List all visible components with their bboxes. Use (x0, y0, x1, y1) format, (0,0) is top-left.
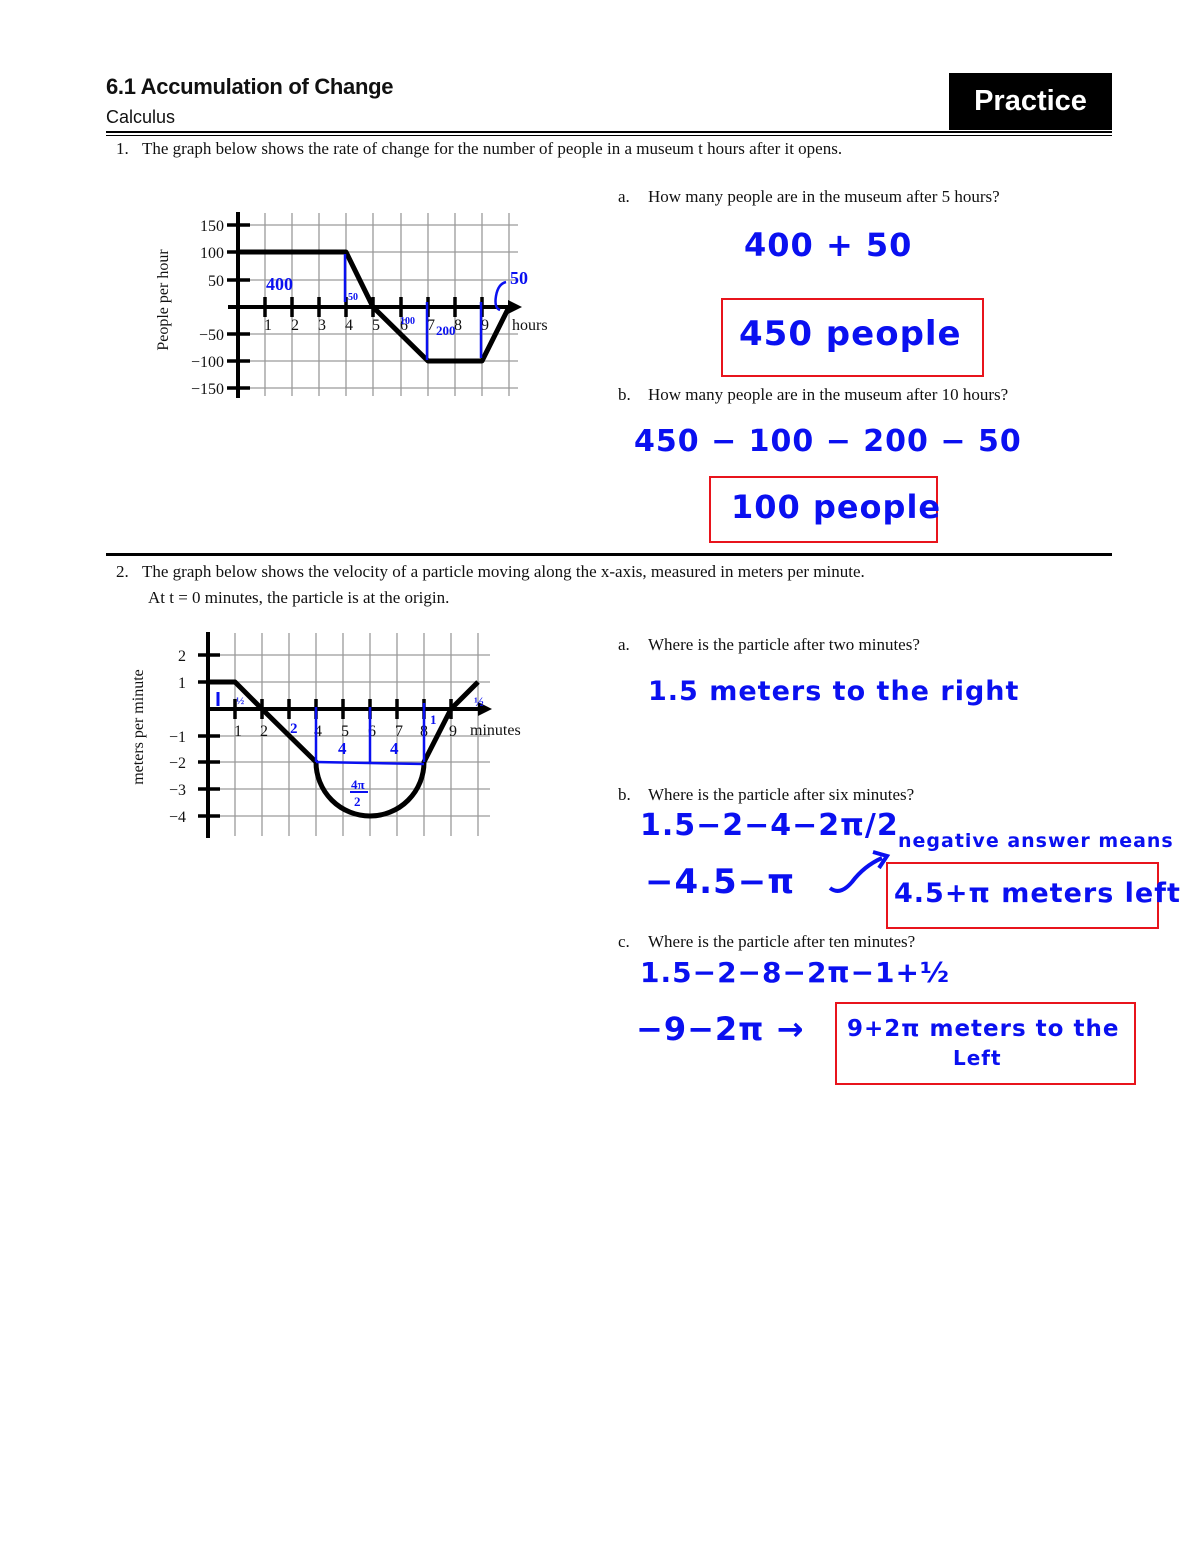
svg-text:50: 50 (510, 268, 528, 288)
svg-text:4: 4 (390, 739, 399, 758)
svg-text:1: 1 (430, 712, 437, 727)
svg-text:2: 2 (178, 648, 186, 665)
svg-text:−2: −2 (169, 755, 186, 772)
q2c-question: c. Where is the particle after ten minute… (618, 932, 916, 951)
svg-text:−4: −4 (169, 809, 186, 826)
svg-text:½: ½ (236, 695, 244, 707)
section-divider (106, 553, 1112, 556)
q1a-answer: 450 people (739, 314, 962, 354)
svg-text:2: 2 (260, 723, 268, 740)
svg-text:50: 50 (348, 292, 358, 303)
q1b-answer-box: 100 people (709, 476, 942, 543)
y-tick-100: 100 (200, 245, 224, 262)
q1b-answer: 100 people (731, 488, 942, 526)
header-divider (106, 131, 1112, 133)
svg-text:200: 200 (436, 323, 456, 338)
x-axis-label: minutes (470, 722, 521, 739)
y-tick-150: 150 (200, 218, 224, 235)
x-axis-label: hours (512, 317, 548, 334)
q2b-work-line1: 1.5−2−4−2π/2 (640, 808, 899, 843)
svg-text:4: 4 (314, 723, 322, 740)
arrow-icon (828, 850, 891, 893)
svg-text:100: 100 (400, 316, 415, 327)
y-axis-label: People per hour (155, 249, 172, 351)
q2-number: 2. (116, 562, 129, 581)
q1a-work: 400 + 50 (744, 226, 913, 264)
q1a-answer-box: 450 people (721, 298, 984, 377)
svg-text:2: 2 (290, 721, 298, 737)
svg-text:7: 7 (427, 317, 435, 334)
velocity-graph: 21 −1−2 −3−4 12 456 789 minutes meters p… (130, 632, 521, 838)
svg-text:5: 5 (341, 723, 349, 740)
svg-text:8: 8 (454, 317, 462, 334)
rate-of-change-graph: 150 100 50 −50 −100 −150 1 2 3 4 5 6 7 8 9 hou… (155, 212, 548, 398)
svg-text:2: 2 (354, 794, 361, 809)
q2c-work-line1: 1.5−2−8−2π−1+½ (640, 956, 950, 989)
q1b-question: b. How many people are in the museum afte… (618, 385, 1009, 404)
q2b-question: b. Where is the particle after six minute… (618, 785, 915, 804)
y-tick-50: 50 (208, 273, 224, 290)
svg-text:5: 5 (372, 317, 380, 334)
svg-text:1: 1 (234, 723, 242, 740)
q1-prompt: 1. The graph below shows the rate of chan… (116, 136, 842, 161)
svg-text:7: 7 (395, 723, 403, 740)
q1-number: 1. (116, 139, 129, 158)
header-divider-thin (106, 135, 1112, 136)
svg-text:9: 9 (449, 723, 457, 740)
y-tick-neg150: −150 (191, 381, 224, 398)
q2b-note: negative answer means (898, 830, 1174, 852)
svg-text:9: 9 (481, 317, 489, 334)
svg-text:4: 4 (338, 739, 347, 758)
svg-text:4π: 4π (351, 777, 365, 792)
q2c-answer-box: 9+2π meters to the Left (835, 1002, 1136, 1085)
practice-badge: Practice (949, 73, 1112, 130)
svg-text:−3: −3 (169, 782, 186, 799)
worksheet-title: 6.1 Accumulation of Change (106, 74, 394, 99)
q1a-question: a. How many people are in the museum afte… (618, 187, 1000, 206)
q2-prompt: 2. The graph below shows the velocity of … (116, 559, 865, 584)
course-subtitle: Calculus (106, 107, 176, 127)
svg-text:4: 4 (345, 317, 353, 334)
svg-text:400: 400 (266, 274, 293, 294)
q2b-work-line2: −4.5−π (645, 862, 796, 902)
q2c-answer-line1: 9+2π meters to the (847, 1016, 1120, 1042)
q2a-question: a. Where is the particle after two minute… (618, 635, 920, 654)
y-tick-neg100: −100 (191, 354, 224, 371)
q2a-answer: 1.5 meters to the right (648, 676, 1020, 707)
y-axis-label: meters per minute (130, 669, 147, 785)
svg-text:1: 1 (178, 675, 186, 692)
q1b-work: 450 − 100 − 200 − 50 (634, 424, 1022, 459)
q2c-answer-line2: Left (953, 1046, 1002, 1070)
q2b-answer-box: 4.5+π meters left (886, 862, 1180, 929)
svg-text:−1: −1 (169, 729, 186, 746)
q2b-answer: 4.5+π meters left (894, 878, 1181, 909)
svg-text:½: ½ (474, 694, 484, 709)
y-tick-neg50: −50 (199, 327, 224, 344)
svg-text:3: 3 (318, 317, 326, 334)
svg-text:1: 1 (264, 317, 272, 334)
svg-text:6: 6 (368, 723, 376, 740)
svg-text:2: 2 (291, 317, 299, 334)
svg-text:6: 6 (400, 317, 408, 334)
q2-prompt-line2: At t = 0 minutes, the particle is at the… (148, 588, 450, 607)
q2c-work-line2: −9−2π → (636, 1010, 805, 1048)
